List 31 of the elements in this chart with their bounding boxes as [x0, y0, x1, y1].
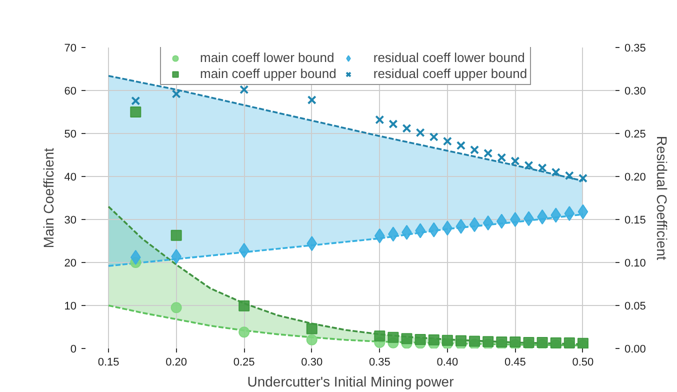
y-tick-label: 60 — [64, 86, 77, 98]
x-tick-label: 0.15 — [98, 356, 120, 368]
x-tick-label: 0.20 — [166, 356, 188, 368]
y2-tick-label: 0.05 — [624, 300, 646, 312]
y2-tick-label: 0.10 — [624, 258, 646, 270]
y2-axis-title: Residual Coefficient — [654, 136, 670, 260]
y-tick-label: 10 — [64, 300, 77, 312]
legend-label: main coeff lower bound — [200, 50, 334, 65]
y-tick-label: 20 — [64, 258, 77, 270]
y-tick-label: 30 — [64, 214, 77, 226]
y2-tick-label: 0.30 — [624, 86, 646, 98]
x-tick-label: 0.25 — [233, 356, 255, 368]
y-axis-title: Main Coefficient — [40, 148, 56, 248]
y-tick-label: 40 — [64, 172, 77, 184]
y2-tick-label: 0.35 — [624, 42, 646, 54]
legend-label: main coeff upper bound — [200, 66, 336, 81]
x-axis-title: Undercutter's Initial Mining power — [247, 374, 454, 390]
x-tick-label: 0.30 — [301, 356, 323, 368]
y-tick-label: 0 — [70, 344, 77, 356]
y2-tick-label: 0.15 — [624, 214, 646, 226]
legend-label: residual coeff upper bound — [373, 66, 528, 81]
x-tick-label: 0.50 — [572, 356, 594, 368]
x-tick-label: 0.45 — [504, 356, 526, 368]
x-tick-label: 0.40 — [436, 356, 458, 368]
y-tick-label: 50 — [64, 128, 77, 140]
y2-tick-label: 0.00 — [624, 344, 646, 356]
y2-tick-label: 0.20 — [624, 172, 646, 184]
y-tick-label: 70 — [64, 42, 77, 54]
x-tick-label: 0.35 — [368, 356, 390, 368]
y2-tick-label: 0.25 — [624, 128, 646, 140]
legend-label: residual coeff lower bound — [373, 50, 525, 65]
